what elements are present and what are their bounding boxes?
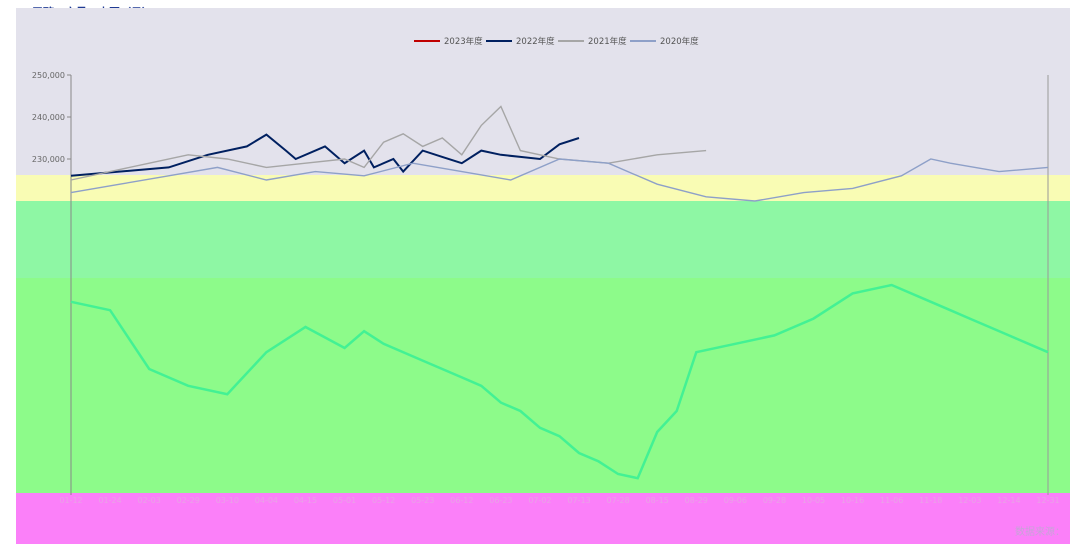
y-tick-label: 240,000	[32, 113, 65, 122]
x-tick-label: 01-12	[59, 496, 82, 505]
y-tick-label: 250,000	[32, 71, 65, 80]
x-tick-label: 12-14	[997, 496, 1020, 505]
x-tick-label: 02-03	[138, 496, 161, 505]
legend-label: 2022年度	[516, 36, 555, 47]
line-chart: 2023年度 2022年度 2021年度 2020年度 250,000 240,000 2…	[16, 8, 1070, 544]
x-tick-label: 06-23	[489, 496, 512, 505]
x-tick-label: 12-03	[958, 496, 981, 505]
x-tick-label: 10-05	[802, 496, 825, 505]
x-tick-label: 05-12	[372, 496, 395, 505]
x-tick-label: 08-15	[646, 496, 669, 505]
chart-panel: 2023年度 2022年度 2021年度 2020年度 250,000 240,000 2…	[16, 8, 1070, 544]
legend-label: 2020年度	[660, 36, 699, 47]
x-tick-label: 02-29	[177, 496, 200, 505]
green-band	[16, 278, 1070, 493]
mint-band	[16, 201, 1070, 278]
x-tick-label: 09-06	[724, 496, 747, 505]
x-tick-label: 05-01	[333, 496, 356, 505]
legend-label: 2021年度	[588, 36, 627, 47]
x-tick-label: 03-10	[216, 496, 239, 505]
x-tick-label: 07-13	[567, 496, 590, 505]
x-tick-label: 08-29	[685, 496, 708, 505]
x-tick-label: 11-06	[880, 496, 903, 505]
x-tick-label: 05-23	[411, 496, 434, 505]
legend-label: 2023年度	[444, 36, 483, 47]
source-note: 数据来源：	[1015, 523, 1065, 538]
x-tick-label: 07-02	[528, 496, 551, 505]
x-tick-label: 07-28	[606, 496, 629, 505]
x-tick-label: 12-31	[1036, 496, 1059, 505]
x-tick-label: 04-04	[255, 496, 278, 505]
x-tick-label: 11-18	[919, 496, 942, 505]
y-tick-label: 230,000	[32, 155, 65, 164]
x-tick-label: 01-24	[98, 496, 121, 505]
yellow-band	[16, 175, 1070, 203]
x-tick-label: 09-28	[763, 496, 786, 505]
x-tick-label: 10-16	[841, 496, 864, 505]
x-tick-label: 04-15	[294, 496, 317, 505]
x-tick-label: 06-12	[450, 496, 473, 505]
